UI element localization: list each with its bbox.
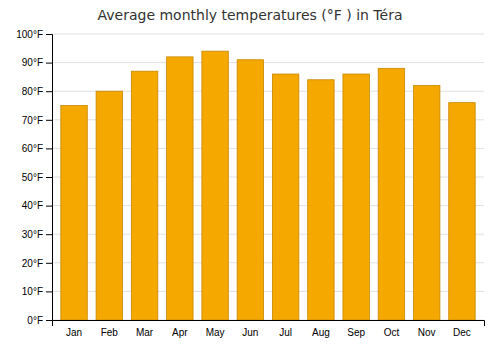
x-tick: Aug [312, 327, 330, 338]
y-tick-mark [46, 91, 52, 92]
y-tick-mark [46, 63, 52, 64]
y-tick-mark [46, 206, 52, 207]
x-tick-label: Jul [279, 327, 292, 338]
x-tick-label: Oct [384, 327, 400, 338]
grid [52, 34, 484, 320]
x-tick: May [206, 327, 225, 338]
chart: 0°F 10°F 20°F 30°F 40°F 50°F 60°F 70°F 80°F 90°F 1… [0, 0, 500, 350]
bar [237, 60, 263, 320]
bar [413, 85, 439, 320]
bar [378, 68, 404, 320]
x-tick-label: Apr [172, 327, 188, 338]
x-axis-line [53, 321, 485, 327]
x-tick: Mar [136, 327, 154, 338]
x-tick-label: Jan [66, 327, 82, 338]
y-tick-mark [46, 148, 52, 149]
x-tick-label: May [206, 327, 225, 338]
y-tick: 50°F [22, 172, 52, 183]
title: Average monthly temperatures (°F ) in Té… [98, 7, 403, 23]
x-tick-label: Dec [453, 327, 471, 338]
y-tick: 100°F [16, 29, 52, 40]
y-tick-mark [46, 177, 52, 178]
y-tick-mark [46, 234, 52, 235]
bar [61, 106, 87, 321]
x-tick: Sep [347, 327, 365, 338]
y-tick-mark [46, 291, 52, 292]
bar [343, 74, 369, 320]
y-tick: 70°F [22, 115, 52, 126]
y-tick: 60°F [22, 143, 52, 154]
y-tick: 90°F [22, 57, 52, 68]
bars [61, 51, 475, 320]
bar [167, 57, 193, 320]
bar [308, 80, 334, 320]
y-tick-label: 40°F [22, 200, 43, 211]
y-tick-mark [46, 120, 52, 121]
x-tick-label: Nov [418, 327, 436, 338]
y-tick: 20°F [22, 258, 52, 269]
y-tick: 0°F [27, 315, 52, 326]
y-axis: 0°F 10°F 20°F 30°F 40°F 50°F 60°F 70°F 80°F 90°F 1… [16, 29, 52, 326]
x-axis: Jan Feb Mar Apr May Jun Jul Aug Sep Oct Nov Dec [53, 321, 485, 339]
plot: 0°F 10°F 20°F 30°F 40°F 50°F 60°F 70°F 80°F 90°F 1… [16, 29, 484, 338]
y-tick: 40°F [22, 200, 52, 211]
y-tick: 80°F [22, 86, 52, 97]
x-tick-label: Sep [347, 327, 365, 338]
y-tick-label: 70°F [22, 115, 43, 126]
y-tick: 10°F [22, 286, 52, 297]
y-tick-mark [46, 34, 52, 35]
y-tick-label: 90°F [22, 57, 43, 68]
y-tick-label: 100°F [16, 29, 43, 40]
bar [96, 91, 122, 320]
x-tick: Feb [101, 327, 119, 338]
bar [131, 71, 157, 320]
bar [449, 103, 475, 320]
y-tick-label: 20°F [22, 258, 43, 269]
y-tick-label: 0°F [27, 315, 43, 326]
y-tick-label: 30°F [22, 229, 43, 240]
x-tick: Dec [453, 327, 471, 338]
y-tick-mark [46, 263, 52, 264]
y-tick-label: 80°F [22, 86, 43, 97]
y-tick-label: 50°F [22, 172, 43, 183]
y-tick-label: 10°F [22, 286, 43, 297]
y-tick: 30°F [22, 229, 52, 240]
x-tick-label: Aug [312, 327, 330, 338]
x-tick: Apr [172, 327, 188, 338]
x-tick-label: Feb [101, 327, 119, 338]
y-tick-label: 60°F [22, 143, 43, 154]
y-axis-line [46, 35, 53, 321]
x-tick: Jul [279, 327, 292, 338]
bar [272, 74, 298, 320]
x-tick: Oct [384, 327, 400, 338]
grid-line [52, 62, 484, 63]
y-tick-mark [46, 320, 52, 321]
x-tick: Jun [242, 327, 258, 338]
grid-line [52, 34, 484, 35]
x-tick: Nov [418, 327, 436, 338]
x-tick: Jan [66, 327, 82, 338]
x-tick-label: Mar [136, 327, 154, 338]
bar [202, 51, 228, 320]
x-tick-label: Jun [242, 327, 258, 338]
